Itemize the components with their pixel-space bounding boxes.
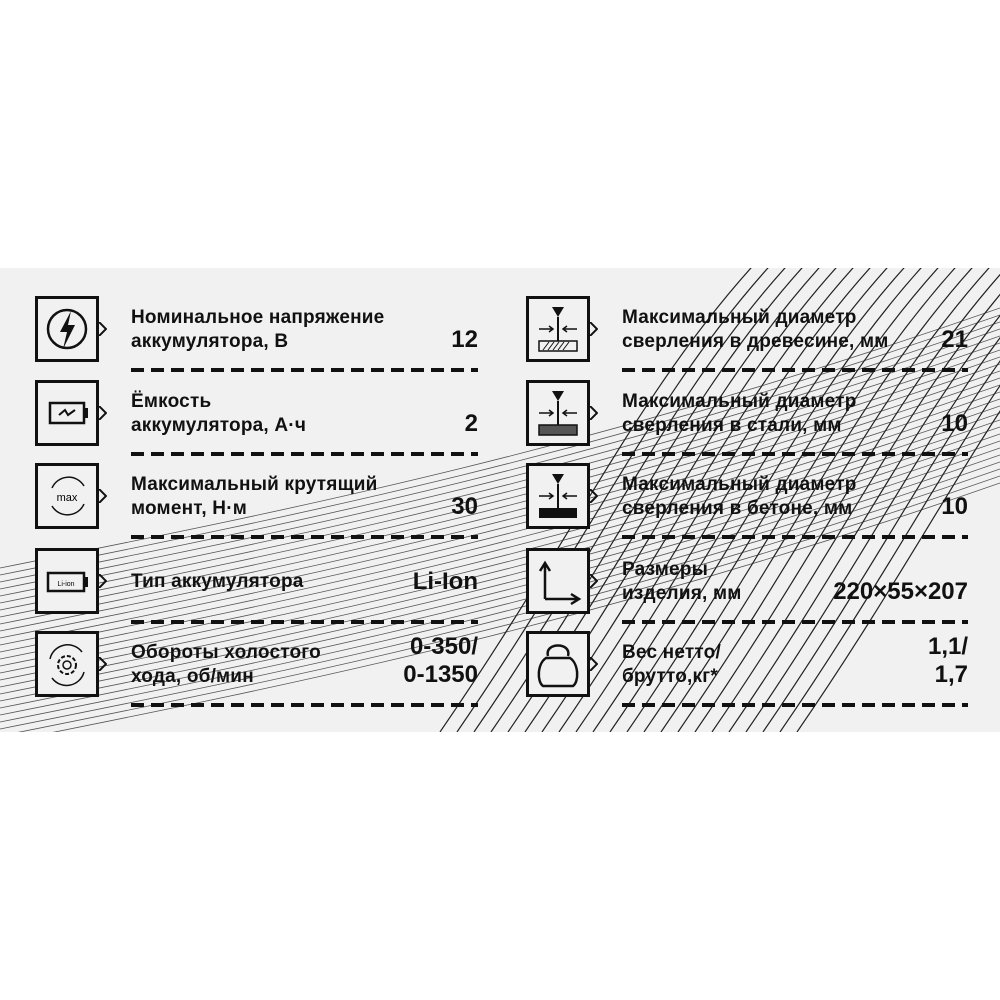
spec-value-line: 10 (941, 410, 968, 437)
kettlebell-weight-icon (526, 631, 590, 697)
pointer-notch (99, 322, 107, 336)
dotted-divider (622, 703, 968, 707)
spec-label: Максимальный диаметр сверления в древесин… (622, 306, 889, 354)
spec-label-line: момент, Н·м (131, 498, 247, 519)
drill-concrete-icon (526, 463, 590, 529)
spec-label-line: аккумулятора, В (131, 331, 289, 352)
spec-label-line: сверления в древесине, мм (622, 331, 889, 352)
spec-label-line: Вес нетто/ (622, 642, 721, 663)
pointer-notch (590, 322, 598, 336)
spec-row: max Максимальный крутящий момент, Н·м 30 (35, 463, 478, 543)
spec-value: 30 (451, 493, 478, 521)
spec-value: 21 (941, 326, 968, 354)
svg-text:Li-ion: Li-ion (57, 581, 74, 588)
dotted-divider (622, 535, 968, 539)
spec-value: 1,1/1,7 (928, 633, 968, 689)
spec-label: Размеры изделия, мм (622, 558, 741, 606)
spec-label-line: хода, об/мин (131, 666, 254, 687)
spec-value-line: Li-Ion (412, 568, 478, 595)
spec-label-line: изделия, мм (622, 583, 742, 604)
pointer-notch (590, 657, 598, 671)
icon-text: max (57, 492, 78, 504)
spec-label-line: Ёмкость (131, 391, 212, 412)
spec-row: Номинальное напряжение аккумулятора, В 12 (35, 296, 478, 376)
lightning-icon (35, 296, 99, 362)
spec-label: Максимальный диаметр сверления в бетоне, … (622, 473, 857, 521)
dotted-divider (622, 620, 968, 624)
spec-value: 2 (465, 410, 478, 438)
drill-wood-icon (526, 296, 590, 362)
spec-label-line: сверления в бетоне, мм (622, 498, 853, 519)
spec-value: 220×55×207 (833, 578, 968, 606)
spec-value-line: 21 (941, 326, 968, 353)
spec-row: Размеры изделия, мм 220×55×207 (526, 548, 968, 628)
spec-label-line: Максимальный диаметр (622, 391, 857, 412)
spec-row: Вес нетто/брутто,кг* 1,1/1,7 (526, 631, 968, 711)
spec-value-line: 0-350/ (409, 633, 478, 660)
spec-value: 12 (451, 326, 478, 354)
pointer-notch (99, 489, 107, 503)
spec-value-line: 2 (464, 410, 478, 437)
spec-value-line: 12 (451, 326, 478, 353)
spec-row: Обороты холостого хода, об/мин 0-350/0-13… (35, 631, 478, 711)
spec-label-line: Максимальный диаметр (622, 307, 857, 328)
gear-rotation-icon (35, 631, 99, 697)
spec-value: Li-Ion (413, 568, 478, 596)
dotted-divider (622, 452, 968, 456)
pointer-notch (590, 489, 598, 503)
dotted-divider (131, 535, 478, 539)
spec-value-line: 1,1/ (927, 633, 968, 660)
spec-value: 0-350/0-1350 (403, 633, 478, 689)
spec-label: Номинальное напряжение аккумулятора, В 12… (0, 268, 1000, 732)
spec-row: Максимальный диаметр сверления в бетоне, … (526, 463, 968, 543)
spec-row: Максимальный диаметр сверления в древесин… (526, 296, 968, 376)
spec-label: Ёмкость аккумулятора, А·ч (131, 390, 306, 438)
spec-label-line: Максимальный диаметр (622, 474, 857, 495)
spec-value-line: 30 (451, 493, 478, 520)
spec-label: Вес нетто/брутто,кг* (622, 641, 721, 689)
spec-label-line: Размеры (622, 559, 709, 580)
pointer-notch (590, 406, 598, 420)
dimensions-icon (526, 548, 590, 614)
dotted-divider (131, 452, 478, 456)
spec-label-line: Обороты холостого (131, 642, 321, 663)
pointer-notch (590, 574, 598, 588)
spec-value: 10 (941, 410, 968, 438)
spec-row: Ёмкость аккумулятора, А·ч 2 (35, 380, 478, 460)
dotted-divider (622, 368, 968, 372)
spec-value-line: 220×55×207 (833, 578, 968, 605)
spec-label-line: Тип аккумулятора (131, 571, 304, 592)
spec-row: Максимальный диаметр сверления в стали, м… (526, 380, 968, 460)
spec-value-line: 10 (941, 493, 968, 520)
spec-value-line: 1,7 (934, 661, 968, 688)
pointer-notch (99, 406, 107, 420)
spec-label: Обороты холостого хода, об/мин (131, 641, 321, 689)
spec-label-line: аккумулятора, А·ч (131, 415, 307, 436)
dotted-divider (131, 368, 478, 372)
pointer-notch (99, 574, 107, 588)
spec-label-line: сверления в стали, мм (622, 415, 842, 436)
spec-value: 10 (941, 493, 968, 521)
spec-label: Максимальный диаметр сверления в стали, м… (622, 390, 857, 438)
li-ion-battery-icon: Li-ion (35, 548, 99, 614)
spec-label-line: Номинальное напряжение (131, 307, 385, 328)
pointer-notch (99, 657, 107, 671)
spec-row: Li-ion Тип аккумулятора Li-Ion (35, 548, 478, 628)
battery-charge-icon (35, 380, 99, 446)
spec-label-line: Максимальный крутящий (131, 474, 378, 495)
max-torque-icon: max (35, 463, 99, 529)
spec-value-line: 0-1350 (403, 661, 478, 688)
drill-steel-icon (526, 380, 590, 446)
spec-label: Тип аккумулятора (131, 570, 304, 594)
dotted-divider (131, 703, 478, 707)
spec-label-line: брутто,кг* (622, 666, 718, 687)
spec-label: Максимальный крутящий момент, Н·м (131, 473, 378, 521)
dotted-divider (131, 620, 478, 624)
spec-label: Номинальное напряжение аккумулятора, В (131, 306, 384, 354)
